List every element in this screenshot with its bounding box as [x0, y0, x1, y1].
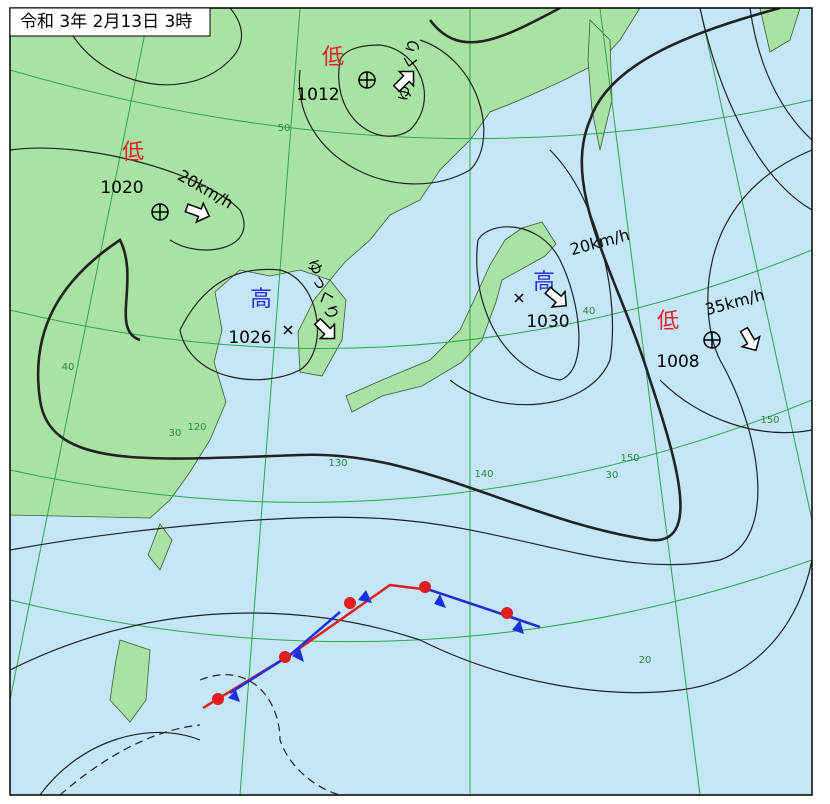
- front: [202, 581, 541, 710]
- pressure: 1012: [296, 85, 339, 105]
- motion-arrow: [392, 70, 415, 93]
- low-center: [152, 204, 168, 220]
- system-type: 高: [250, 287, 272, 312]
- grid-label: 20: [639, 655, 652, 666]
- system-type: 低: [322, 45, 344, 70]
- low-center: [704, 332, 720, 348]
- pressure: 1020: [100, 178, 143, 198]
- low-center: [359, 72, 375, 88]
- land: [759, 8, 801, 53]
- pressure: 1008: [656, 352, 699, 372]
- high-center: [283, 325, 293, 335]
- land: [147, 523, 173, 571]
- title-box: [9, 7, 211, 37]
- grid-label: 40: [583, 306, 596, 317]
- motion-arrow: [184, 201, 211, 224]
- grid-label: 30: [169, 428, 182, 439]
- title: 令和 3年 2月13日 3時: [20, 12, 192, 32]
- pressure: 1030: [526, 312, 569, 332]
- system-type: 低: [122, 140, 144, 165]
- grid-label: 40: [62, 362, 75, 373]
- grid-label: 30: [606, 470, 619, 481]
- grid-label: 130: [328, 458, 347, 469]
- grid-label: 120: [187, 422, 206, 433]
- motion-arrow: [739, 326, 761, 352]
- graticule: [10, 8, 812, 795]
- land: [345, 221, 557, 413]
- high-center: [514, 293, 524, 303]
- system-type: 低: [657, 309, 679, 334]
- pressure: 1026: [228, 328, 271, 348]
- map-border: [9, 7, 813, 796]
- land: [109, 639, 151, 723]
- grid-label: 150: [620, 453, 639, 464]
- grid-label: 50: [278, 123, 291, 134]
- motion-arrow: [313, 317, 336, 340]
- motion-arrow: [544, 286, 568, 308]
- isobars: [10, 8, 812, 795]
- grid-label: 140: [474, 469, 493, 480]
- grid-label: 150: [760, 415, 779, 426]
